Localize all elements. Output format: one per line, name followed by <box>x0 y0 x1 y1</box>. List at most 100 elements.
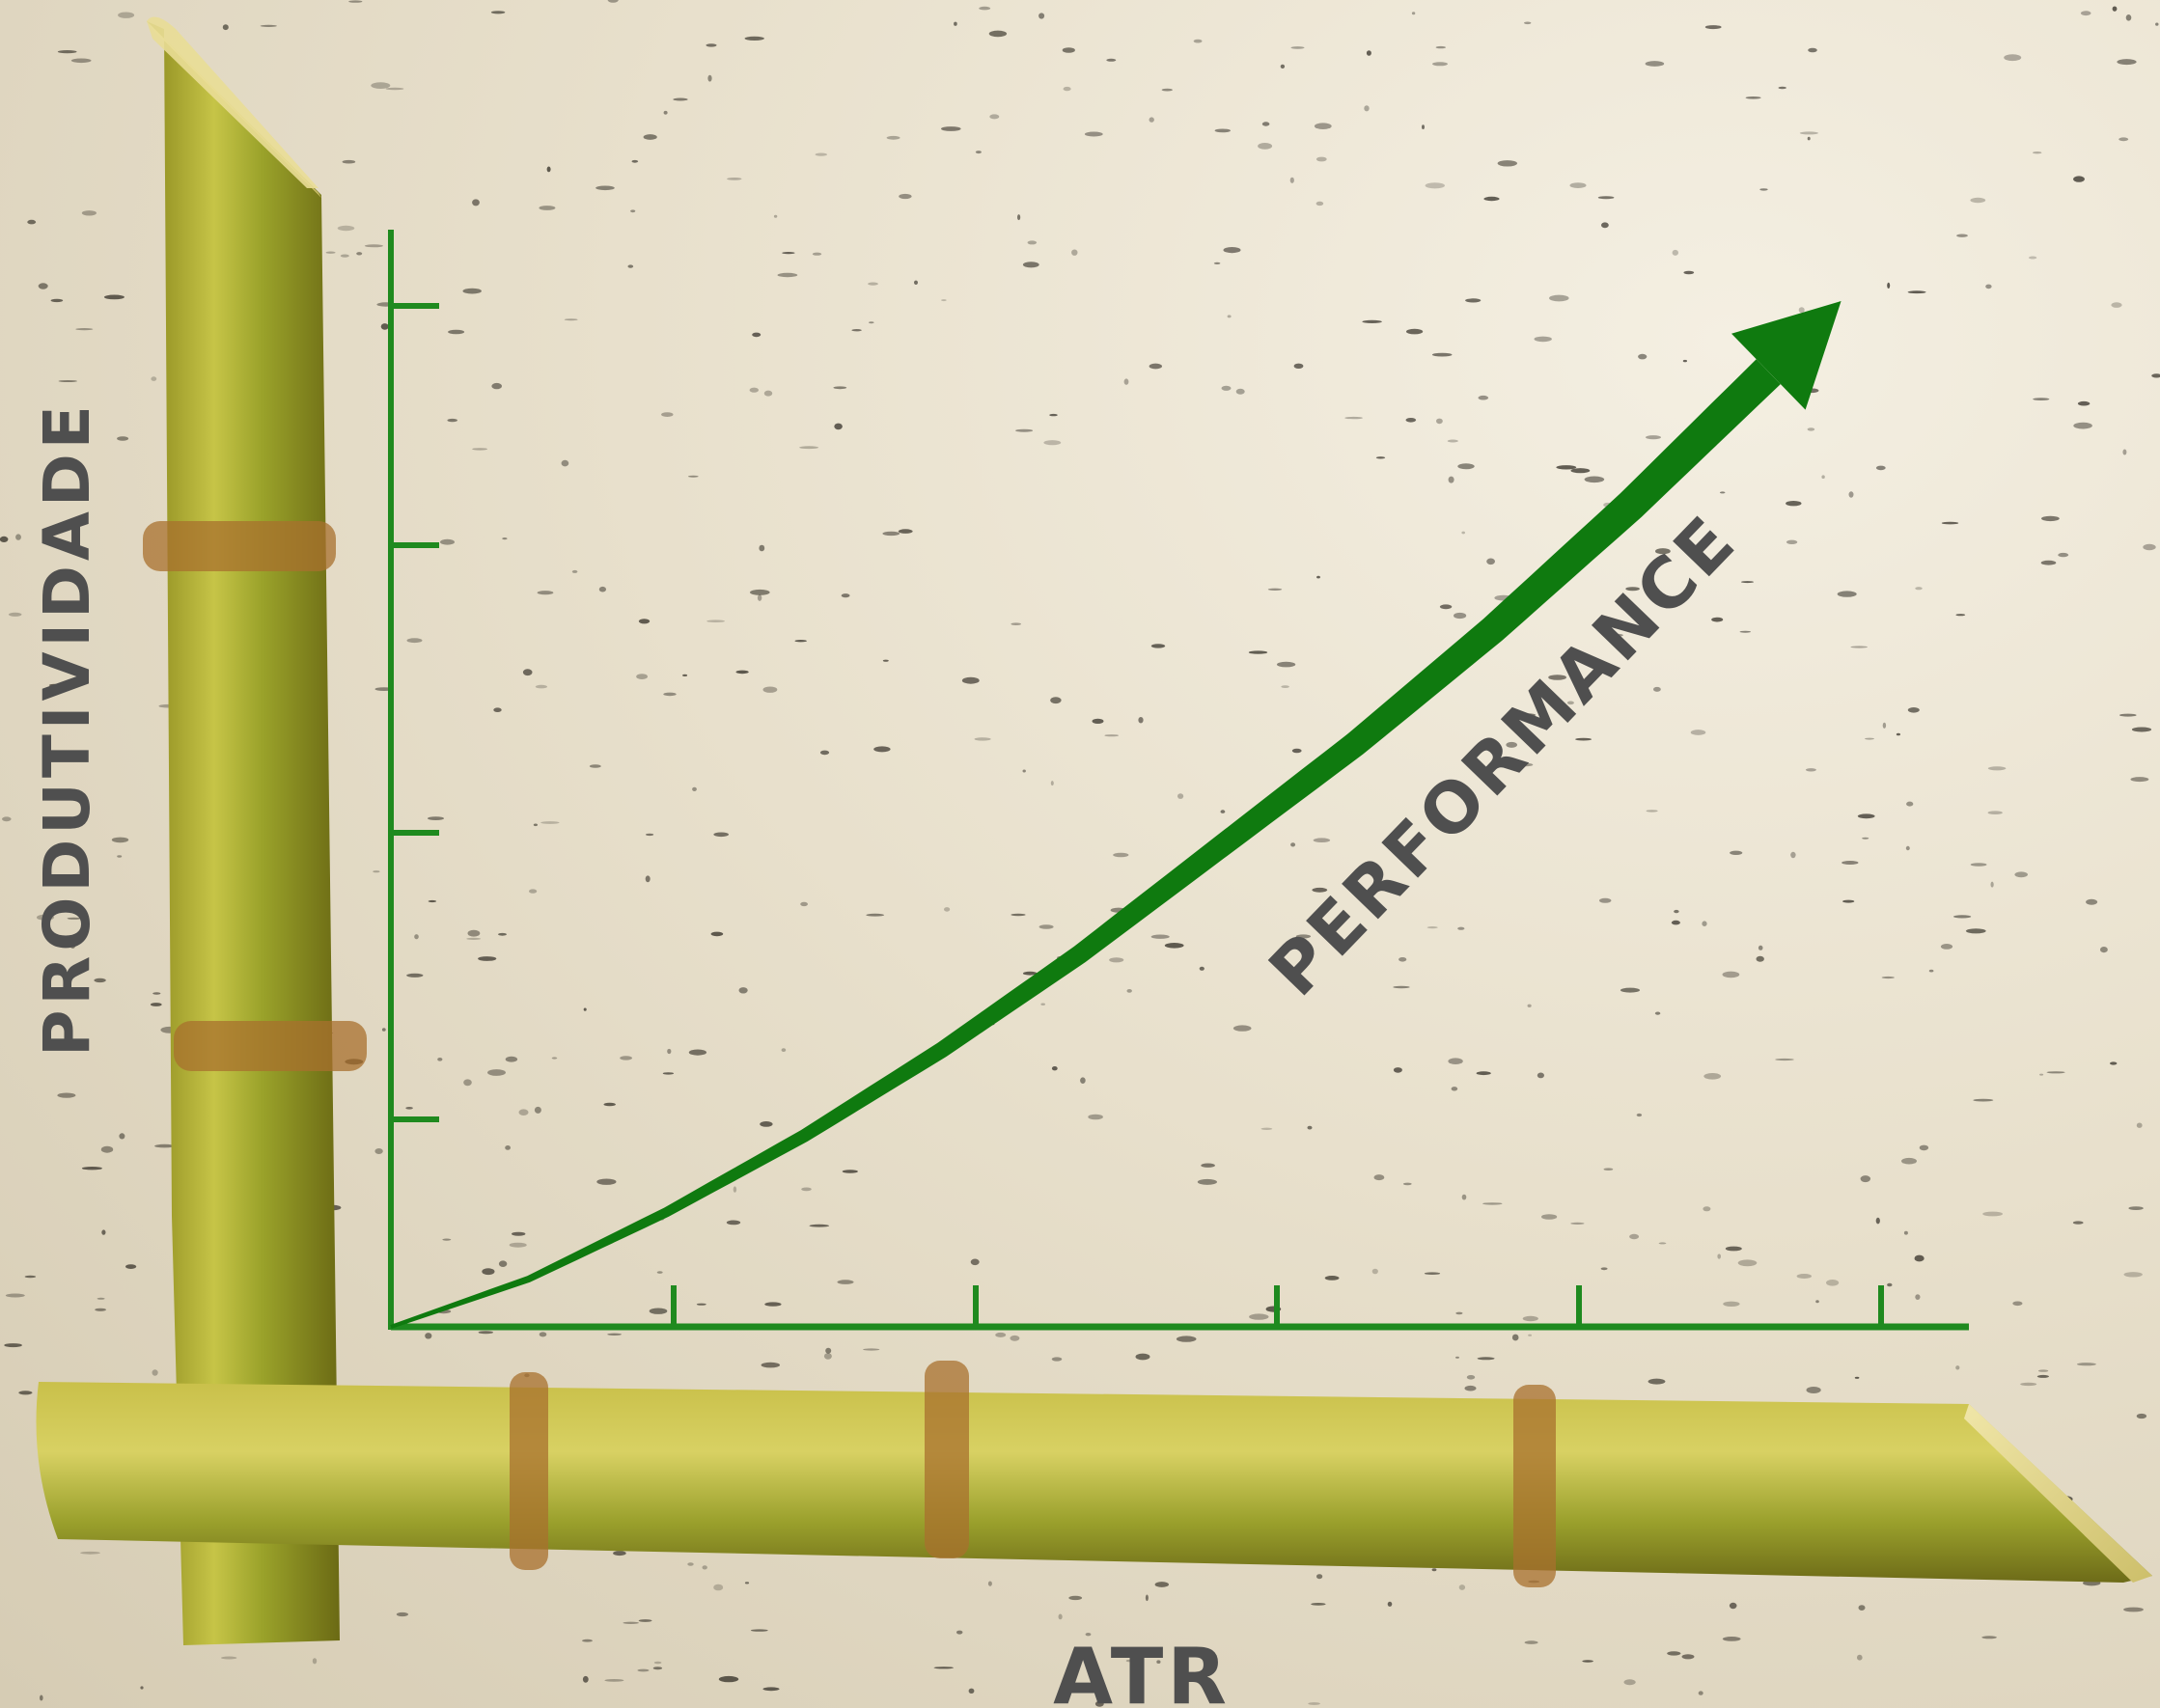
paper-speckle <box>1040 1003 1045 1006</box>
paper-speckle <box>1027 240 1038 245</box>
paper-speckle <box>2036 1374 2049 1378</box>
paper-speckle <box>989 114 1000 120</box>
paper-speckle <box>1393 1067 1402 1073</box>
paper-speckle <box>1629 1233 1640 1240</box>
paper-speckle <box>1719 491 1726 494</box>
paper-speckle <box>718 1675 739 1683</box>
paper-speckle <box>1987 766 2007 771</box>
paper-speckle <box>2020 1382 2037 1387</box>
paper-speckle <box>1432 62 1448 67</box>
paper-speckle <box>2012 1301 2023 1307</box>
paper-speckle <box>899 193 912 200</box>
paper-speckle <box>733 1186 737 1193</box>
paper-speckle <box>636 674 648 679</box>
paper-speckle <box>117 436 129 441</box>
paper-speckle <box>1723 1301 1740 1308</box>
paper-speckle <box>812 252 822 256</box>
paper-speckle <box>1815 1300 1819 1304</box>
paper-speckle <box>954 21 957 26</box>
paper-speckle <box>1570 468 1591 474</box>
paper-speckle <box>1123 378 1129 385</box>
paper-speckle <box>735 670 749 675</box>
paper-speckle <box>863 1348 880 1351</box>
paper-speckle <box>1599 897 1612 903</box>
paper-speckle <box>463 1079 472 1087</box>
paper-speckle <box>1842 899 1855 903</box>
paper-speckle <box>726 1220 741 1226</box>
paper-speckle <box>837 1280 854 1284</box>
paper-speckle <box>1807 427 1815 431</box>
paper-speckle <box>1454 612 1467 620</box>
paper-speckle <box>687 475 699 478</box>
paper-speckle <box>1062 47 1075 53</box>
paper-speckle <box>1011 913 1026 917</box>
paper-speckle <box>1280 64 1286 69</box>
paper-speckle <box>1786 539 1798 544</box>
paper-speckle <box>1928 969 1934 973</box>
paper-speckle <box>1448 476 1454 483</box>
paper-speckle <box>1518 713 1537 717</box>
paper-speckle <box>2046 1071 2065 1074</box>
paper-speckle <box>1534 336 1552 343</box>
paper-speckle <box>2118 137 2129 142</box>
paper-speckle <box>1109 957 1124 963</box>
paper-speckle <box>1015 428 1034 432</box>
paper-speckle <box>371 82 391 89</box>
paper-speckle <box>1522 1315 1538 1322</box>
paper-speckle <box>979 6 991 11</box>
paper-speckle <box>81 210 97 216</box>
paper-speckle <box>1311 1603 1326 1606</box>
paper-speckle <box>713 1584 724 1591</box>
paper-speckle <box>1717 1253 1721 1259</box>
paper-speckle <box>663 110 668 115</box>
paper-speckle <box>1985 284 1992 289</box>
paper-speckle <box>1232 1025 1252 1032</box>
paper-speckle <box>4 1343 22 1348</box>
paper-speckle <box>1293 363 1304 369</box>
paper-speckle <box>97 1297 105 1300</box>
paper-speckle <box>873 746 891 753</box>
paper-speckle <box>40 1694 43 1701</box>
paper-speckle <box>1702 921 1707 926</box>
paper-speckle <box>1896 732 1900 736</box>
paper-speckle <box>1582 1660 1593 1663</box>
paper-speckle <box>1745 96 1761 99</box>
paper-speckle <box>2033 152 2042 154</box>
paper-speckle <box>425 1333 432 1339</box>
paper-speckle <box>1756 955 1764 962</box>
paper-speckle <box>1455 1356 1459 1359</box>
paper-speckle <box>1551 702 1562 707</box>
paper-speckle <box>118 12 135 18</box>
paper-speckle <box>1790 851 1796 859</box>
paper-speckle <box>1658 1242 1667 1245</box>
paper-speckle <box>1973 1098 1994 1102</box>
paper-speckle <box>493 707 502 712</box>
performance-arrowhead-icon <box>1731 301 1842 410</box>
paper-speckle <box>604 1679 624 1682</box>
paper-speckle <box>1199 966 1205 971</box>
paper-speckle <box>1854 1376 1860 1379</box>
paper-speckle <box>1068 1595 1083 1601</box>
paper-speckle <box>1461 531 1465 535</box>
paper-speckle <box>1556 465 1577 470</box>
paper-speckle <box>1260 1127 1273 1131</box>
paper-speckle <box>1729 1602 1737 1610</box>
paper-speckle <box>1528 1334 1532 1336</box>
paper-speckle <box>688 1049 707 1056</box>
paper-speckle <box>987 1581 992 1586</box>
paper-speckle <box>522 669 533 676</box>
paper-speckle <box>682 674 688 677</box>
paper-speckle <box>1875 465 1886 471</box>
paper-speckle <box>478 956 497 961</box>
paper-speckle <box>2143 543 2156 551</box>
paper-speckle <box>1431 352 1453 357</box>
paper-speckle <box>1711 617 1724 622</box>
paper-speckle <box>759 544 765 552</box>
paper-speckle <box>38 283 48 289</box>
paper-speckle <box>1636 1113 1643 1117</box>
paper-speckle <box>2039 1073 2044 1076</box>
paper-speckle <box>1970 863 1987 867</box>
paper-speckle <box>1982 1211 2004 1217</box>
paper-speckle <box>2112 6 2118 12</box>
paper-speckle <box>1197 1178 1217 1185</box>
